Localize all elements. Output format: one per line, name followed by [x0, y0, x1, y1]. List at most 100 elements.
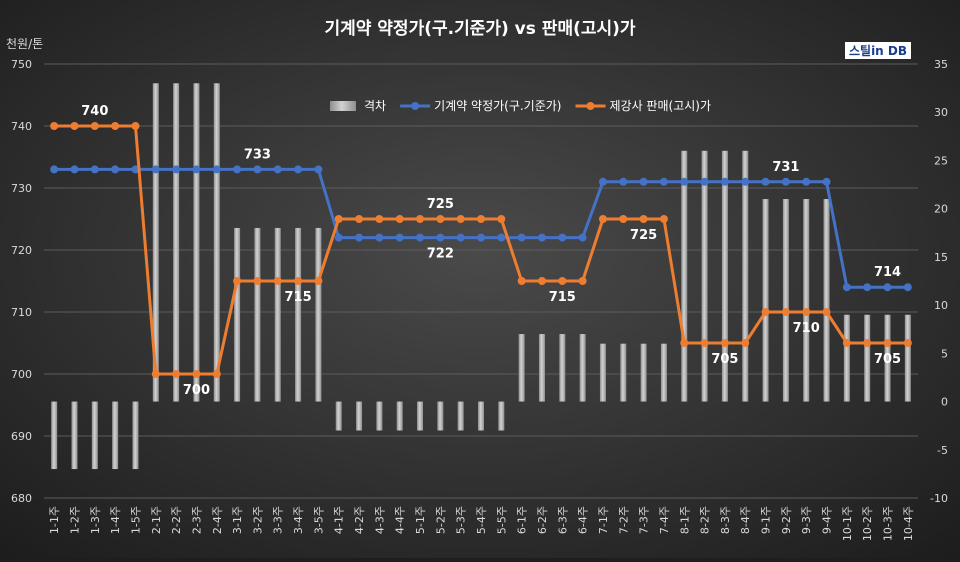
- contract-price-point: [659, 177, 668, 186]
- x-axis-tick-label: 3-4주: [292, 506, 305, 534]
- contract-price-point: [334, 233, 343, 242]
- gap-bar: [518, 334, 525, 402]
- gap-bar: [396, 401, 403, 431]
- right-axis-tick-label: 5: [941, 347, 948, 360]
- x-axis-tick-label: 8-4주: [739, 506, 752, 534]
- x-axis-tick-label: 5-5주: [495, 506, 508, 534]
- right-axis-tick-label: 10: [934, 299, 948, 312]
- contract-price-point: [314, 165, 323, 174]
- x-axis-tick-label: 10-1주: [841, 506, 854, 541]
- sale-price-point: [375, 215, 384, 223]
- gap-bar: [721, 150, 728, 402]
- gap-bar: [681, 150, 688, 402]
- x-axis-tick-label: 8-2주: [699, 506, 712, 534]
- x-axis-tick-label: 7-4주: [658, 506, 671, 534]
- legend-swatch: [330, 101, 356, 111]
- gap-bar: [376, 401, 383, 431]
- left-axis-tick-label: 730: [11, 182, 32, 195]
- left-axis-tick-label: 750: [11, 58, 32, 71]
- legend-swatch-marker: [411, 102, 420, 110]
- x-axis-tick-label: 1-3주: [89, 506, 102, 534]
- x-axis-tick-label: 8-3주: [719, 506, 732, 534]
- gap-bar: [91, 401, 98, 470]
- logo-text: 스틸in DB: [849, 44, 907, 58]
- contract-price-point: [537, 233, 546, 242]
- gap-bar: [315, 227, 322, 402]
- sale-price-point: [477, 215, 485, 223]
- contract-price-point: [253, 165, 262, 174]
- contract-price-point: [294, 165, 303, 174]
- sale-price-point: [50, 122, 59, 130]
- x-axis-tick-label: 6-2주: [536, 506, 549, 534]
- right-axis-tick-label: 20: [934, 203, 948, 216]
- legend-item: 제강사 판매(고시)가: [575, 99, 711, 113]
- gap-bar: [782, 199, 789, 402]
- x-axis-tick-label: 2-1주: [150, 506, 163, 534]
- contract-price-point: [233, 165, 242, 174]
- contract-price-point: [700, 177, 709, 186]
- sale-price-point: [436, 215, 445, 223]
- legend-label: 격차: [364, 99, 386, 113]
- sale-price-point: [720, 339, 729, 347]
- x-axis-tick-label: 6-4주: [577, 506, 590, 534]
- sale-price-point: [90, 122, 99, 130]
- gap-bar: [904, 314, 911, 402]
- gap-bar: [599, 343, 606, 402]
- gap-bar: [742, 150, 749, 402]
- x-axis-tick-label: 6-3주: [556, 506, 569, 534]
- gap-bar: [498, 401, 505, 431]
- x-axis-tick-label: 5-4주: [475, 506, 488, 534]
- contract-price-point: [212, 165, 221, 174]
- gap-bar: [274, 227, 281, 402]
- contract-price-point: [578, 233, 587, 242]
- gap-bar: [803, 199, 810, 402]
- contract-price-point: [619, 177, 628, 186]
- contract-price-point: [395, 233, 404, 242]
- x-axis-tick-label: 1-4주: [109, 506, 122, 534]
- data-label: 700: [183, 383, 210, 398]
- x-axis-tick-label: 9-1주: [760, 506, 773, 534]
- right-axis-tick-label: 0: [941, 396, 948, 409]
- x-axis-tick-label: 3-5주: [312, 506, 325, 534]
- sale-price-point: [70, 122, 79, 130]
- gap-bar: [457, 401, 464, 431]
- left-axis-tick-label: 720: [11, 244, 32, 257]
- sale-price-point: [131, 122, 140, 130]
- x-axis-tick-label: 7-3주: [638, 506, 651, 534]
- x-axis-tick-label: 9-3주: [800, 506, 813, 534]
- sale-price-point: [842, 339, 851, 347]
- contract-price-point: [151, 165, 160, 174]
- contract-price-point: [416, 233, 425, 242]
- gap-bar: [335, 401, 342, 431]
- right-axis-tick-label: 30: [934, 106, 948, 119]
- sale-price-point: [111, 122, 120, 130]
- gap-bar: [295, 227, 302, 402]
- x-axis-tick-label: 9-2주: [780, 506, 793, 534]
- contract-price-point: [781, 177, 790, 186]
- contract-price-point: [497, 233, 506, 242]
- x-axis-tick-label: 2-4주: [211, 506, 224, 534]
- sale-price-point: [578, 277, 587, 285]
- data-label: 714: [874, 265, 901, 280]
- x-axis-tick-label: 5-2주: [434, 506, 447, 534]
- gap-bar: [864, 314, 871, 402]
- logo: 스틸in DB: [845, 42, 911, 59]
- x-axis-tick-label: 3-1주: [231, 506, 244, 534]
- gap-bar: [843, 314, 850, 402]
- sale-price-point: [355, 215, 364, 223]
- gap-bar: [112, 401, 119, 470]
- sale-price-point: [294, 277, 303, 285]
- contract-price-point: [111, 165, 120, 174]
- sale-price-point: [680, 339, 689, 347]
- chart-title: 기계약 약정가(구.기준가) vs 판매(고시)가: [324, 18, 635, 39]
- gap-bar: [762, 199, 769, 402]
- gap-bar: [213, 83, 220, 402]
- sale-price-point: [416, 215, 425, 223]
- gap-bar: [71, 401, 78, 470]
- contract-price-point: [355, 233, 364, 242]
- data-label: 715: [284, 290, 311, 305]
- x-axis-tick-label: 6-1주: [516, 506, 529, 534]
- gap-bar: [193, 83, 200, 402]
- sale-price-point: [558, 277, 567, 285]
